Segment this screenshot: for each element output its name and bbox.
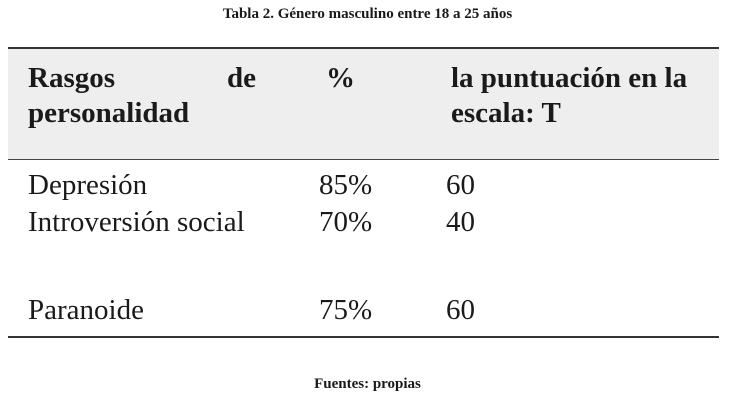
cell-percent: 70%: [319, 206, 373, 238]
cell-trait: Introversión social: [28, 206, 245, 238]
cell-trait: Depresión: [28, 169, 148, 201]
header-traits-word-de: de: [227, 62, 256, 94]
cell-score: 60: [446, 294, 475, 326]
header-traits-line1: Rasgos de: [28, 61, 256, 96]
table-top-rule: [8, 47, 719, 49]
table-body: Depresión 85% 60 Introversión social 70%…: [8, 160, 719, 336]
header-traits: Rasgos de personalidad: [28, 61, 256, 131]
header-score: la puntuación en la escala: T: [451, 62, 688, 129]
table-caption: Tabla 2. Género masculino entre 18 a 25 …: [222, 6, 513, 22]
cell-percent: 85%: [319, 169, 373, 201]
header-traits-word-rasgos: Rasgos: [28, 62, 116, 94]
table-header: Rasgos de personalidad % la puntuación e…: [8, 49, 719, 160]
data-table: Rasgos de personalidad % la puntuación e…: [8, 47, 719, 338]
cell-score: 40: [446, 206, 475, 238]
cell-trait: Paranoide: [28, 294, 144, 326]
table-bottom-rule: [8, 336, 719, 338]
header-percent: %: [326, 62, 355, 94]
cell-score: 60: [446, 169, 475, 201]
table-source: Fuentes: propias: [314, 376, 421, 392]
header-traits-word-personalidad: personalidad: [28, 97, 190, 129]
cell-percent: 75%: [319, 294, 373, 326]
